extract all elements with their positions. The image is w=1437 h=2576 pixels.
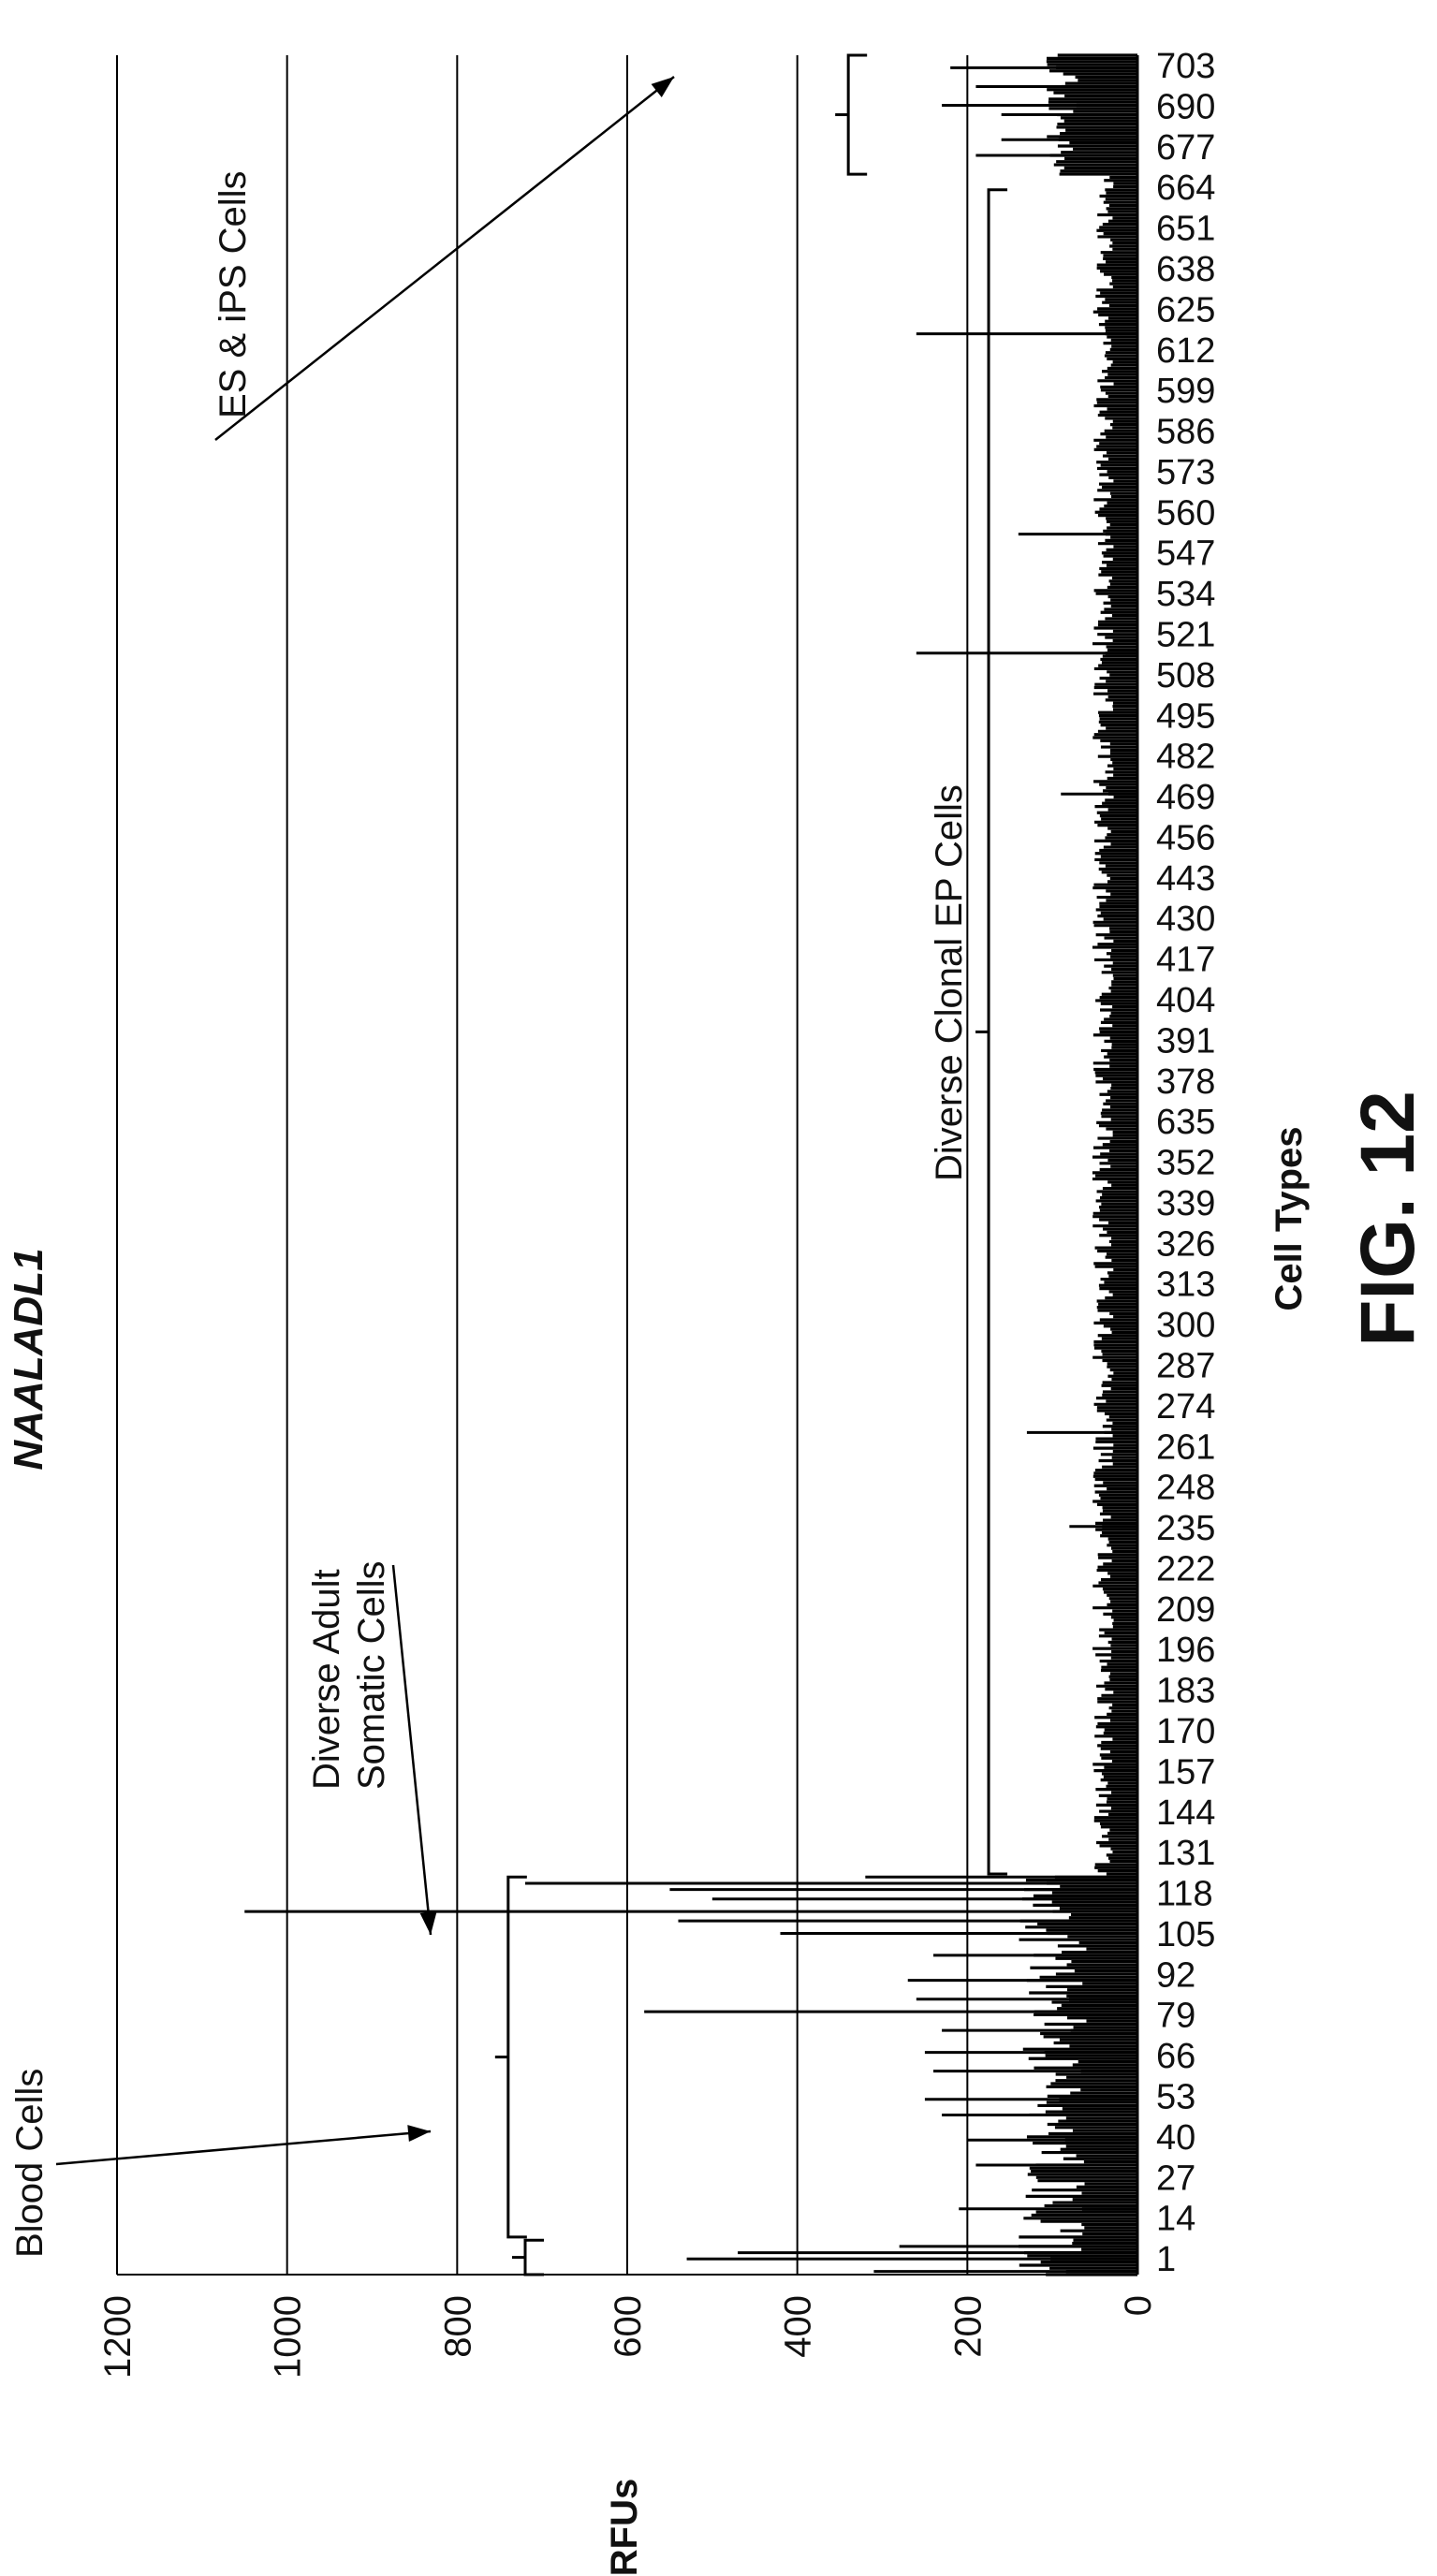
x-tick-label: 443 — [1156, 859, 1215, 899]
bracket-clonal-ep-cells — [989, 190, 1007, 1874]
x-tick-label: 209 — [1156, 1590, 1215, 1630]
x-tick-label: 66 — [1156, 2037, 1195, 2076]
arrow-blood-cells-head — [407, 2125, 431, 2142]
x-tick-labels: 1142740536679921051181311441571701831962… — [1156, 47, 1215, 2279]
y-axis-label: RFUs — [604, 2479, 645, 2576]
x-tick-label: 287 — [1156, 1346, 1215, 1385]
y-tick-label: 400 — [778, 2295, 819, 2358]
x-tick-label: 339 — [1156, 1184, 1215, 1223]
label-clonal-ep-cells: Diverse Clonal EP Cells — [929, 784, 970, 1181]
x-tick-label: 625 — [1156, 290, 1215, 329]
x-tick-label: 261 — [1156, 1427, 1215, 1467]
x-tick-label: 417 — [1156, 941, 1215, 980]
x-tick-label: 14 — [1156, 2200, 1195, 2239]
x-tick-label: 144 — [1156, 1793, 1215, 1833]
x-tick-label: 638 — [1156, 250, 1215, 289]
label-es-ips-cells: ES & iPS Cells — [213, 170, 254, 418]
x-tick-label: 404 — [1156, 981, 1215, 1020]
x-tick-label: 235 — [1156, 1509, 1215, 1548]
x-tick-label: 53 — [1156, 2077, 1195, 2116]
label-somatic-cells-line1: Diverse Adult — [306, 1569, 347, 1790]
x-tick-label: 157 — [1156, 1752, 1215, 1792]
y-tick-label: 200 — [947, 2295, 989, 2358]
x-tick-label: 313 — [1156, 1266, 1215, 1305]
x-tick-label: 599 — [1156, 372, 1215, 411]
x-tick-label: 391 — [1156, 1021, 1215, 1061]
x-tick-label: 222 — [1156, 1549, 1215, 1588]
label-somatic-cells-line2: Somatic Cells — [351, 1560, 392, 1790]
figure-label: FIG. 12 — [1345, 1090, 1430, 1346]
x-tick-label: 352 — [1156, 1144, 1215, 1183]
arrow-somatic-cells-head — [420, 1911, 437, 1935]
x-tick-label: 40 — [1156, 2118, 1195, 2158]
x-tick-label: 196 — [1156, 1631, 1215, 1670]
x-tick-label: 521 — [1156, 615, 1215, 654]
y-tick-label: 0 — [1118, 2295, 1159, 2316]
x-tick-label: 586 — [1156, 413, 1215, 452]
y-tick-labels: 0 200 400 600 800 1000 1200 — [97, 2295, 1159, 2378]
y-tick-label: 600 — [608, 2295, 649, 2358]
x-tick-label: 534 — [1156, 575, 1215, 614]
arrow-blood-cells — [56, 2131, 431, 2164]
annotations: NAALADL1 Cell Types FIG. 12 Blood Cells D… — [6, 55, 1430, 2275]
x-tick-label: 651 — [1156, 210, 1215, 249]
x-tick-label: 482 — [1156, 738, 1215, 777]
x-tick-label: 326 — [1156, 1224, 1215, 1264]
x-tick-label: 560 — [1156, 493, 1215, 533]
rotated-chart: 0 200 400 600 800 1000 1200 114274053667992105… — [6, 47, 1430, 2378]
bracket-somatic-cells — [508, 1877, 527, 2237]
x-tick-label: 274 — [1156, 1387, 1215, 1427]
x-tick-label: 430 — [1156, 900, 1215, 939]
x-tick-label: 105 — [1156, 1915, 1215, 1954]
x-axis-label: Cell Types — [1268, 1126, 1310, 1310]
y-tick-label: 1000 — [268, 2295, 309, 2378]
x-tick-label: 378 — [1156, 1062, 1215, 1102]
x-tick-label: 456 — [1156, 818, 1215, 857]
arrow-es-ips-cells — [215, 77, 674, 440]
x-tick-label: 131 — [1156, 1834, 1215, 1873]
x-tick-label: 690 — [1156, 87, 1215, 126]
x-tick-label: 300 — [1156, 1306, 1215, 1345]
x-tick-label: 1 — [1156, 2240, 1176, 2279]
x-tick-label: 183 — [1156, 1672, 1215, 1711]
chart-title: NAALADL1 — [6, 1248, 51, 1470]
x-tick-label: 79 — [1156, 1997, 1195, 2036]
x-tick-label: 612 — [1156, 331, 1215, 371]
arrow-es-ips-cells-head — [652, 77, 674, 97]
x-tick-label: 573 — [1156, 453, 1215, 492]
x-tick-label: 495 — [1156, 696, 1215, 736]
x-tick-label: 170 — [1156, 1712, 1215, 1751]
arrow-somatic-cells — [393, 1565, 431, 1935]
x-tick-label: 664 — [1156, 168, 1215, 208]
x-tick-label: 508 — [1156, 656, 1215, 695]
x-tick-label: 703 — [1156, 47, 1215, 86]
x-tick-label: 677 — [1156, 128, 1215, 168]
x-tick-label: 92 — [1156, 1955, 1195, 1995]
x-tick-label: 118 — [1156, 1875, 1213, 1914]
bars — [244, 55, 1137, 2275]
y-tick-label: 1200 — [97, 2295, 139, 2378]
y-tick-label: 800 — [437, 2295, 478, 2358]
x-tick-label: 635 — [1156, 1103, 1215, 1142]
x-tick-label: 469 — [1156, 778, 1215, 817]
label-blood-cells: Blood Cells — [9, 2069, 51, 2258]
bracket-blood-cells — [525, 2240, 544, 2275]
x-tick-label: 248 — [1156, 1469, 1215, 1508]
x-tick-label: 27 — [1156, 2159, 1195, 2198]
bracket-es-ips-cells — [848, 55, 867, 174]
x-tick-label: 547 — [1156, 534, 1215, 574]
